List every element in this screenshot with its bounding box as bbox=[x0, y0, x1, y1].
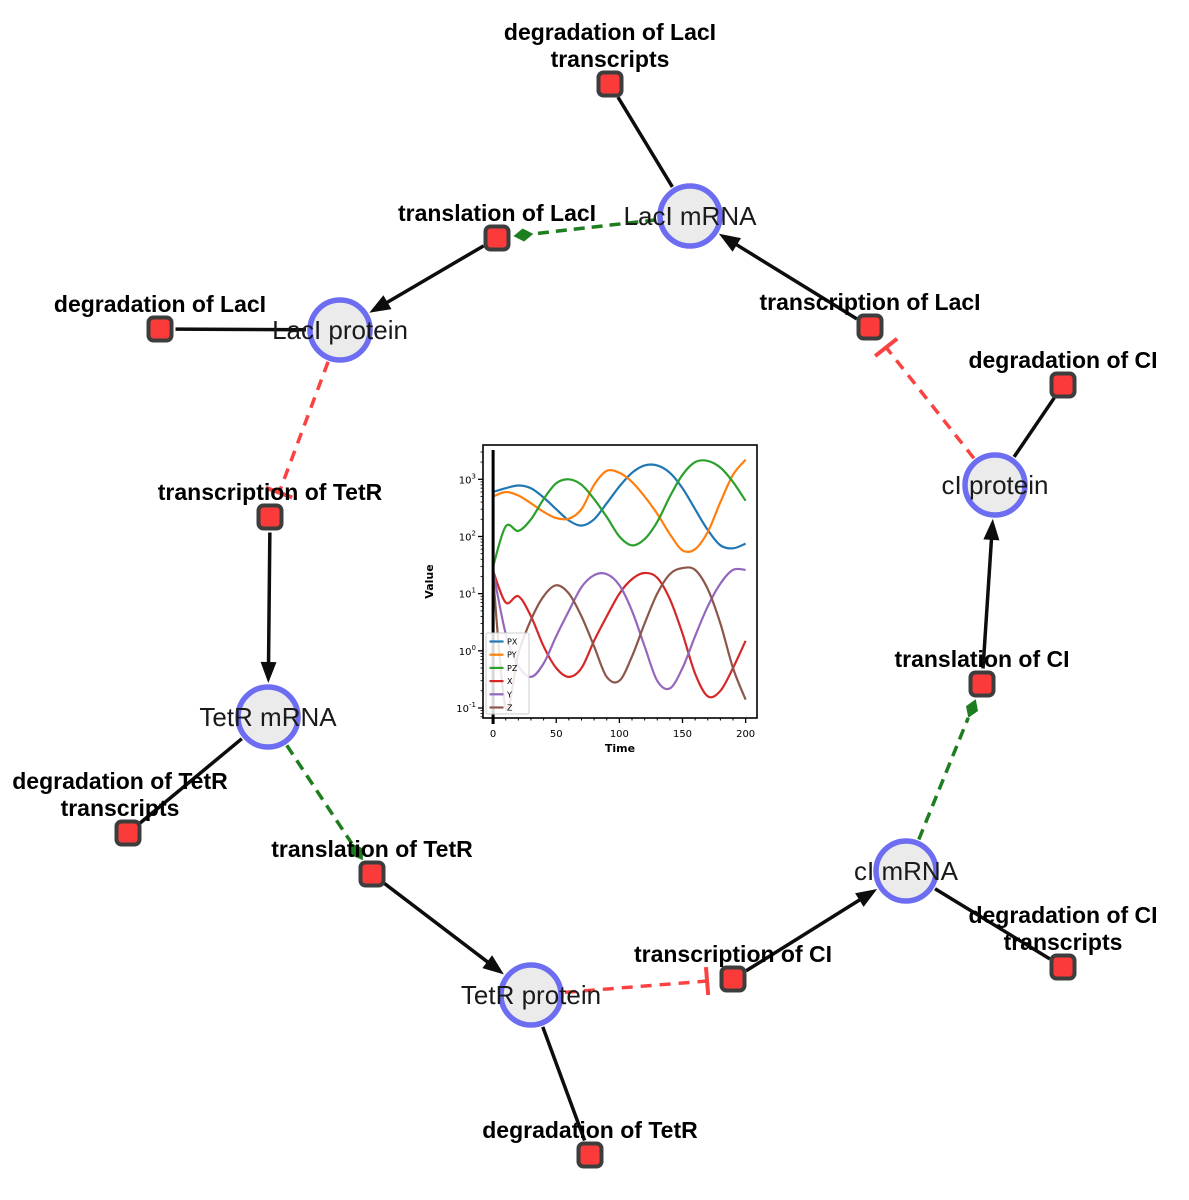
reaction-node-deg-tetr-transcripts[interactable] bbox=[114, 819, 142, 847]
chart-legend: PX PY PZ XYZ bbox=[485, 632, 530, 715]
legend-entry-label: Z bbox=[507, 704, 513, 713]
edge-transcription-ci-ci-mrna bbox=[745, 889, 878, 973]
y-axis-title: Value bbox=[423, 564, 436, 598]
species-label-laci-mrna: LacI mRNA bbox=[624, 201, 758, 231]
species-label-ci-protein: cI protein bbox=[942, 470, 1049, 500]
reaction-label-deg-laci-transcripts: degradation of LacI transcripts bbox=[504, 19, 716, 72]
reaction-label-translation-tetr: translation of TetR bbox=[271, 836, 473, 862]
edge-tetr-protein-transcription-ci bbox=[564, 966, 711, 996]
reaction-node-transcription-tetr[interactable] bbox=[256, 503, 284, 531]
species-node-tetr-protein[interactable] bbox=[498, 962, 564, 1028]
edge-translation-laci-laci-protein bbox=[369, 244, 485, 313]
reaction-label-translation-ci: translation of CI bbox=[894, 646, 1069, 672]
series-curve-X bbox=[492, 570, 747, 699]
reaction-node-translation-tetr[interactable] bbox=[358, 860, 386, 888]
reaction-label-transcription-ci: transcription of CI bbox=[634, 941, 832, 967]
series-curve-Z bbox=[492, 566, 747, 712]
reaction-label-transcription-laci: transcription of LacI bbox=[759, 289, 980, 315]
legend-entry-label: PY bbox=[507, 651, 517, 660]
y-tick-label: 102 bbox=[459, 529, 476, 543]
x-tick-label: 50 bbox=[550, 729, 563, 740]
species-node-laci-protein[interactable] bbox=[307, 297, 373, 363]
species-node-ci-mrna[interactable] bbox=[873, 838, 939, 904]
reaction-node-transcription-laci[interactable] bbox=[856, 313, 884, 341]
edge-tetr-mrna-translation-tetr bbox=[285, 744, 363, 861]
reaction-label-deg-ci-transcripts: degradation of CI transcripts bbox=[968, 902, 1157, 955]
nodes-layer bbox=[114, 70, 1077, 1169]
species-label-tetr-protein: TetR protein bbox=[461, 980, 601, 1010]
x-tick-label: 100 bbox=[610, 729, 629, 740]
reaction-label-deg-tetr-transcripts: degradation of TetR transcripts bbox=[12, 768, 228, 821]
reaction-label-degradation-ci: degradation of CI bbox=[968, 347, 1157, 373]
edge-laci-mrna-translation-laci bbox=[513, 218, 657, 242]
x-axis-title: Time bbox=[605, 742, 635, 755]
species-label-tetr-mrna: TetR mRNA bbox=[199, 702, 337, 732]
edge-transcription-laci-laci-mrna bbox=[718, 233, 858, 321]
inset-chart: 0 50 100 150 20010-1100101102103TimeValuePXP… bbox=[423, 444, 758, 755]
x-tick-label: 200 bbox=[736, 729, 755, 740]
y-tick-label: 100 bbox=[459, 644, 476, 658]
reaction-label-degradation-tetr: degradation of TetR bbox=[482, 1117, 698, 1143]
series-curve-PX bbox=[492, 463, 747, 550]
edge-laci-mrna-deg-laci-transcripts bbox=[616, 96, 674, 188]
y-tick-label: 10-1 bbox=[456, 701, 476, 715]
edge-tetr-protein-degradation-tetr bbox=[541, 1026, 587, 1142]
legend-entry-label: X bbox=[507, 677, 513, 686]
edge-tetr-mrna-deg-tetr-transcripts bbox=[138, 737, 243, 825]
reaction-label-degradation-laci: degradation of LacI bbox=[54, 291, 266, 317]
edge-translation-tetr-tetr-protein bbox=[383, 881, 504, 975]
edge-ci-mrna-translation-ci bbox=[917, 699, 978, 841]
series-curve-PZ bbox=[492, 459, 747, 567]
x-tick-label: 0 bbox=[490, 729, 496, 740]
legend-entry-label: PZ bbox=[507, 664, 518, 673]
species-node-laci-mrna[interactable] bbox=[657, 183, 723, 249]
species-node-ci-protein[interactable] bbox=[962, 452, 1028, 518]
reaction-label-translation-laci: translation of LacI bbox=[398, 200, 596, 226]
species-label-ci-mrna: cI mRNA bbox=[854, 856, 959, 886]
edge-transcription-tetr-tetr-mrna bbox=[260, 532, 277, 683]
reaction-node-translation-ci[interactable] bbox=[968, 670, 996, 698]
species-label-laci-protein: LacI protein bbox=[272, 315, 408, 345]
edge-translation-ci-ci-protein bbox=[981, 518, 1000, 669]
x-tick-label: 150 bbox=[673, 729, 692, 740]
reaction-node-deg-ci-transcripts[interactable] bbox=[1049, 953, 1077, 981]
edges-layer bbox=[138, 96, 1056, 1142]
reaction-node-translation-laci[interactable] bbox=[483, 224, 511, 252]
edge-ci-mrna-deg-ci-transcripts bbox=[934, 887, 1051, 961]
series-curve-Y bbox=[492, 567, 746, 691]
reaction-node-degradation-tetr[interactable] bbox=[576, 1141, 604, 1169]
reaction-node-degradation-ci[interactable] bbox=[1049, 371, 1077, 399]
reaction-node-degradation-laci[interactable] bbox=[146, 315, 174, 343]
chart-plot-area bbox=[492, 458, 747, 712]
y-tick-label: 101 bbox=[459, 587, 476, 601]
edge-ci-protein-transcription-laci bbox=[873, 337, 976, 460]
edge-laci-protein-transcription-tetr bbox=[265, 361, 330, 500]
labels-layer: LacI mRNA LacI protein TetR mRNA TetR prote… bbox=[12, 19, 1157, 1143]
y-tick-label: 103 bbox=[459, 472, 476, 486]
reaction-node-transcription-ci[interactable] bbox=[719, 965, 747, 993]
reaction-label-transcription-tetr: transcription of TetR bbox=[158, 479, 383, 505]
edge-ci-protein-degradation-ci bbox=[1012, 396, 1056, 458]
series-curve-PY bbox=[492, 458, 747, 554]
reaction-node-deg-laci-transcripts[interactable] bbox=[596, 70, 624, 98]
legend-entry-label: PX bbox=[507, 638, 518, 647]
species-node-tetr-mrna[interactable] bbox=[235, 684, 301, 750]
legend-entry-label: Y bbox=[506, 690, 512, 699]
edge-laci-protein-degradation-laci bbox=[175, 327, 307, 332]
